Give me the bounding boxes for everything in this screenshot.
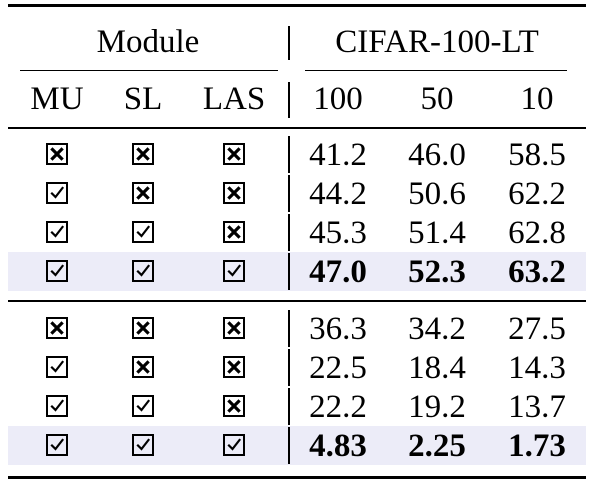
dataset-header: CIFAR-100-LT: [335, 24, 539, 60]
checkbox-check-icon: [132, 260, 154, 282]
checkbox-check-icon: [132, 434, 154, 456]
header-vertical-separator-2: [288, 82, 290, 118]
col-header-sl: SL: [123, 81, 163, 117]
checkbox-cross-icon: [132, 356, 154, 378]
highlight-row-background: [8, 252, 586, 291]
table-cell-value: 62.8: [508, 215, 566, 251]
table-cell-value: 46.0: [408, 137, 466, 173]
bottom-rule: [8, 476, 586, 479]
checkbox-cross-icon: [46, 143, 68, 165]
table-cell-value: 19.2: [408, 389, 466, 425]
table-cell-value: 13.7: [508, 389, 566, 425]
table-cell-value: 62.2: [508, 176, 566, 212]
header-bottom-rule: [8, 127, 586, 129]
checkbox-check-icon: [132, 395, 154, 417]
checkbox-cross-icon: [132, 143, 154, 165]
table-cell-value: 63.2: [508, 254, 566, 290]
checkbox-cross-icon: [223, 221, 245, 243]
table-cell-value: 27.5: [508, 311, 566, 347]
highlight-row-background: [8, 426, 586, 465]
table-cell-value: 45.3: [309, 215, 367, 251]
table-cell-value: 34.2: [408, 311, 466, 347]
checkbox-cross-icon: [223, 143, 245, 165]
row-vertical-separator: [288, 310, 290, 347]
col-header-100: 100: [313, 81, 363, 117]
checkbox-cross-icon: [223, 182, 245, 204]
table-cell-value: 22.5: [309, 350, 367, 386]
dataset-underline: [305, 70, 567, 72]
row-vertical-separator: [288, 349, 290, 386]
group-separator-rule: [8, 300, 586, 302]
row-vertical-separator: [288, 427, 290, 464]
checkbox-cross-icon: [132, 182, 154, 204]
table-cell-value: 36.3: [309, 311, 367, 347]
checkbox-cross-icon: [132, 317, 154, 339]
checkbox-cross-icon: [46, 317, 68, 339]
checkbox-check-icon: [223, 434, 245, 456]
col-header-50: 50: [420, 81, 454, 117]
table-cell-value: 51.4: [408, 215, 466, 251]
table-cell-value: 22.2: [309, 389, 367, 425]
table-cell-value: 50.6: [408, 176, 466, 212]
table-cell-value: 4.83: [309, 428, 367, 464]
row-vertical-separator: [288, 214, 290, 251]
checkbox-cross-icon: [223, 356, 245, 378]
checkbox-check-icon: [223, 260, 245, 282]
col-header-10: 10: [520, 81, 554, 117]
module-header: Module: [96, 24, 200, 60]
checkbox-check-icon: [46, 260, 68, 282]
row-vertical-separator: [288, 388, 290, 425]
table-cell-value: 2.25: [408, 428, 466, 464]
checkbox-check-icon: [46, 182, 68, 204]
checkbox-check-icon: [46, 395, 68, 417]
col-header-mu: MU: [30, 81, 84, 117]
table-cell-value: 41.2: [309, 137, 367, 173]
row-vertical-separator: [288, 136, 290, 173]
table-cell-value: 47.0: [309, 254, 367, 290]
table-cell-value: 14.3: [508, 350, 566, 386]
checkbox-cross-icon: [223, 395, 245, 417]
checkbox-check-icon: [132, 221, 154, 243]
module-underline: [20, 70, 278, 72]
table-cell-value: 1.73: [508, 428, 566, 464]
row-vertical-separator: [288, 175, 290, 212]
table-cell-value: 58.5: [508, 137, 566, 173]
header-vertical-separator-1: [288, 26, 290, 60]
table-cell-value: 44.2: [309, 176, 367, 212]
checkbox-cross-icon: [223, 317, 245, 339]
col-header-las: LAS: [202, 81, 266, 117]
table-cell-value: 52.3: [408, 254, 466, 290]
checkbox-check-icon: [46, 221, 68, 243]
table-cell-value: 18.4: [408, 350, 466, 386]
checkbox-check-icon: [46, 434, 68, 456]
row-vertical-separator: [288, 253, 290, 290]
top-rule: [8, 4, 586, 7]
checkbox-check-icon: [46, 356, 68, 378]
